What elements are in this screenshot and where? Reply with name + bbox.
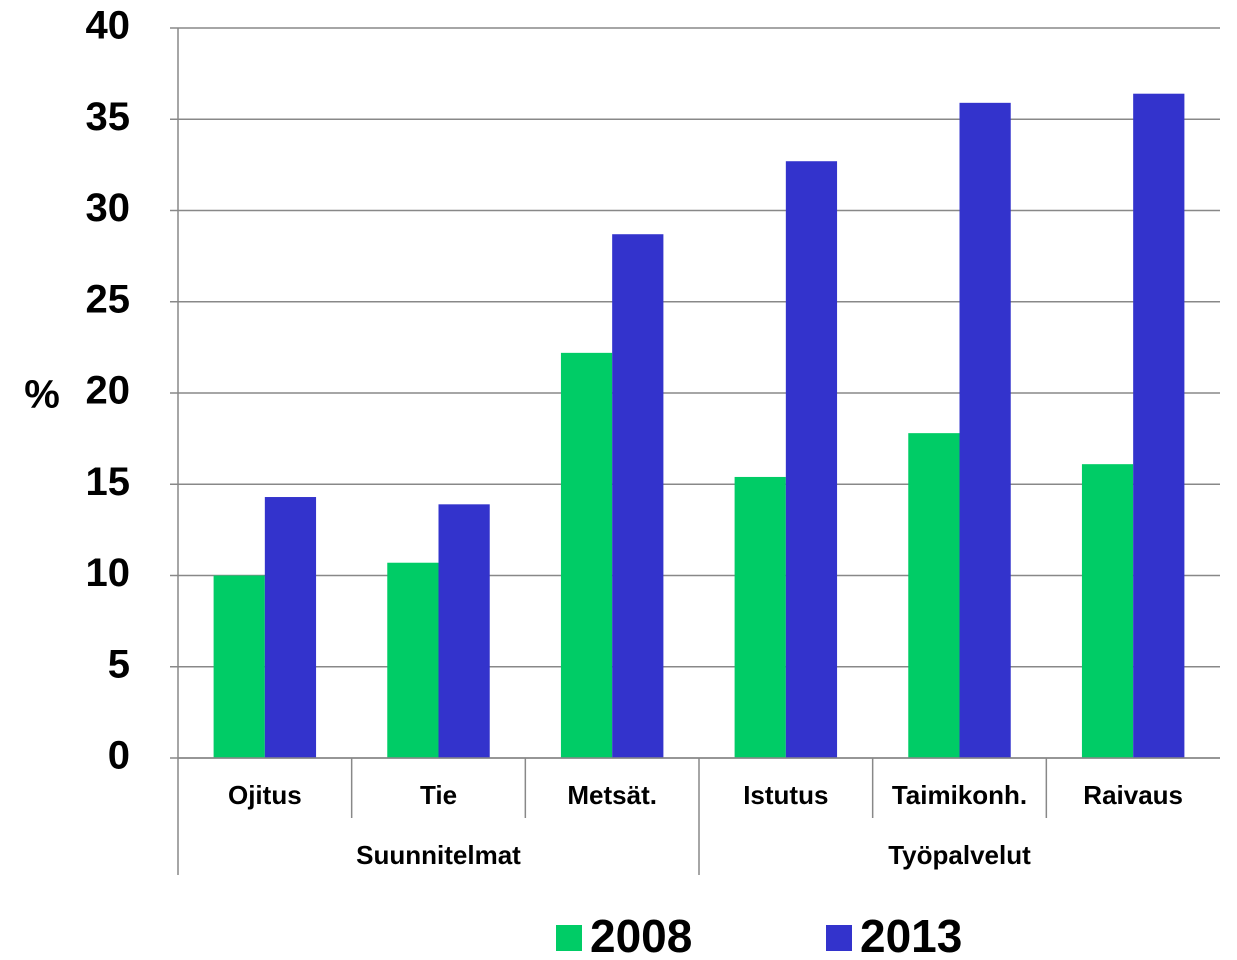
y-tick-label: 5	[108, 642, 130, 686]
bar	[264, 497, 317, 758]
x-tick-label: Tie	[420, 780, 457, 810]
y-tick-label: 10	[86, 551, 131, 595]
bar	[387, 562, 439, 758]
x-tick-label: Ojitus	[228, 780, 302, 810]
y-axis-label: %	[24, 373, 60, 417]
y-tick-label: 0	[108, 734, 130, 778]
x-tick-label: Taimikonh.	[892, 780, 1027, 810]
group-label: Suunnitelmat	[356, 840, 521, 870]
legend-swatch	[826, 925, 852, 951]
legend-label: 2008	[590, 910, 692, 960]
y-tick-label: 30	[86, 186, 131, 230]
bar	[785, 161, 838, 759]
y-tick-label: 25	[86, 277, 131, 321]
bar	[1081, 464, 1134, 758]
x-tick-label: Istutus	[743, 780, 828, 810]
legend-swatch	[556, 925, 582, 951]
bar	[438, 504, 490, 758]
y-tick-label: 15	[86, 460, 131, 504]
group-label: Työpalvelut	[888, 840, 1031, 870]
x-tick-label: Metsät.	[567, 780, 657, 810]
y-tick-label: 20	[86, 369, 131, 413]
legend-label: 2013	[860, 910, 962, 960]
bar	[959, 102, 1011, 758]
bar	[213, 575, 265, 758]
y-tick-label: 35	[86, 95, 131, 139]
bar	[1133, 93, 1185, 758]
bar	[560, 352, 613, 758]
y-tick-label: 40	[86, 4, 131, 48]
bar	[734, 476, 786, 758]
x-tick-label: Raivaus	[1083, 780, 1183, 810]
bar	[908, 433, 960, 758]
bar	[612, 234, 664, 759]
